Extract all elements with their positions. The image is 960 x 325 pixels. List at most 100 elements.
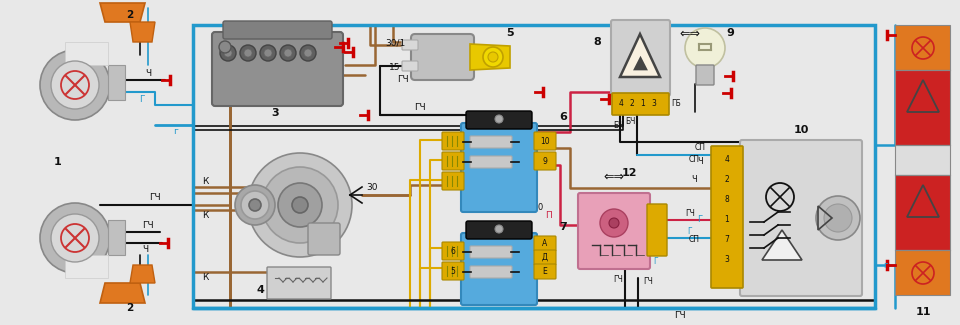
Text: Е: Е	[542, 266, 547, 276]
FancyBboxPatch shape	[611, 20, 670, 96]
Text: К: К	[202, 176, 208, 186]
Text: Ч: Ч	[142, 245, 148, 254]
Text: 7: 7	[559, 222, 566, 232]
Text: Ч: Ч	[691, 175, 697, 184]
Text: 5: 5	[450, 266, 455, 276]
Text: БЧ: БЧ	[625, 118, 636, 126]
Text: 2: 2	[630, 99, 635, 109]
FancyBboxPatch shape	[534, 152, 556, 170]
FancyBboxPatch shape	[461, 123, 537, 212]
Circle shape	[284, 49, 292, 57]
Polygon shape	[65, 255, 108, 278]
Circle shape	[304, 49, 312, 57]
Polygon shape	[100, 283, 145, 303]
Circle shape	[292, 197, 308, 213]
Circle shape	[219, 41, 231, 53]
Text: Г: Г	[139, 96, 145, 105]
Text: 2: 2	[127, 303, 133, 313]
FancyBboxPatch shape	[534, 236, 556, 251]
FancyBboxPatch shape	[402, 40, 418, 50]
Text: 9: 9	[542, 157, 547, 165]
Text: СП: СП	[688, 154, 700, 163]
FancyBboxPatch shape	[402, 61, 418, 71]
Text: 6: 6	[450, 246, 455, 255]
Circle shape	[280, 45, 296, 61]
Text: 3: 3	[271, 108, 278, 118]
Circle shape	[262, 167, 338, 243]
Polygon shape	[130, 22, 155, 42]
Polygon shape	[108, 65, 125, 100]
Text: 10: 10	[793, 125, 808, 135]
Text: ГЧ: ГЧ	[643, 278, 653, 287]
Text: ГЧ: ГЧ	[414, 103, 426, 112]
FancyBboxPatch shape	[711, 146, 743, 288]
Circle shape	[278, 183, 322, 227]
Circle shape	[244, 49, 252, 57]
Circle shape	[495, 225, 503, 233]
Text: ГЧ: ГЧ	[149, 193, 161, 202]
Polygon shape	[762, 230, 802, 260]
Text: 4: 4	[256, 285, 264, 295]
FancyBboxPatch shape	[466, 111, 532, 129]
Text: Д: Д	[542, 253, 548, 262]
FancyBboxPatch shape	[442, 132, 464, 150]
Text: А: А	[542, 239, 547, 248]
Text: 10: 10	[540, 136, 550, 146]
Text: ГЧ: ГЧ	[674, 310, 685, 319]
Polygon shape	[895, 145, 950, 175]
FancyBboxPatch shape	[461, 233, 537, 305]
Text: К: К	[202, 274, 208, 282]
FancyBboxPatch shape	[578, 193, 650, 269]
Text: СП: СП	[688, 235, 700, 243]
Circle shape	[235, 185, 275, 225]
Circle shape	[224, 49, 232, 57]
Polygon shape	[895, 25, 950, 70]
Text: ГЧ: ГЧ	[142, 220, 154, 229]
Text: 30/1: 30/1	[385, 38, 405, 47]
Text: ГБ: ГБ	[671, 99, 681, 109]
Text: Г: Г	[654, 257, 659, 266]
FancyBboxPatch shape	[534, 250, 556, 265]
FancyBboxPatch shape	[466, 221, 532, 239]
FancyBboxPatch shape	[442, 242, 464, 260]
Text: 1: 1	[640, 99, 645, 109]
Text: г: г	[174, 127, 179, 136]
Text: ГЧ: ГЧ	[613, 276, 623, 284]
Text: 3: 3	[652, 99, 657, 109]
Text: 11: 11	[915, 307, 931, 317]
FancyBboxPatch shape	[223, 21, 332, 39]
Polygon shape	[65, 42, 108, 65]
FancyBboxPatch shape	[308, 223, 340, 255]
Circle shape	[249, 199, 261, 211]
Text: Г: Г	[697, 214, 703, 224]
Text: 2: 2	[725, 175, 730, 184]
Text: Ч: Ч	[697, 158, 703, 166]
Text: ⇐⇒: ⇐⇒	[680, 28, 701, 41]
Text: 4: 4	[725, 154, 730, 163]
Circle shape	[685, 28, 725, 68]
Polygon shape	[100, 3, 145, 22]
FancyBboxPatch shape	[470, 136, 512, 148]
Text: Г: Г	[687, 227, 692, 237]
Text: 5: 5	[506, 28, 514, 38]
Text: 4: 4	[618, 99, 623, 109]
Circle shape	[40, 50, 110, 120]
Text: 3: 3	[725, 254, 730, 264]
FancyBboxPatch shape	[442, 172, 464, 190]
Text: 12: 12	[621, 168, 636, 178]
Circle shape	[248, 153, 352, 257]
Circle shape	[220, 45, 236, 61]
Polygon shape	[895, 70, 950, 145]
Circle shape	[240, 45, 256, 61]
FancyBboxPatch shape	[740, 140, 862, 296]
FancyBboxPatch shape	[534, 264, 556, 279]
Circle shape	[300, 45, 316, 61]
Text: 0: 0	[538, 203, 542, 213]
Text: П: П	[544, 211, 551, 219]
Circle shape	[600, 209, 628, 237]
Circle shape	[51, 61, 99, 109]
Circle shape	[241, 191, 269, 219]
Text: 1: 1	[725, 214, 730, 224]
Text: 6: 6	[559, 112, 567, 122]
Circle shape	[824, 204, 852, 232]
